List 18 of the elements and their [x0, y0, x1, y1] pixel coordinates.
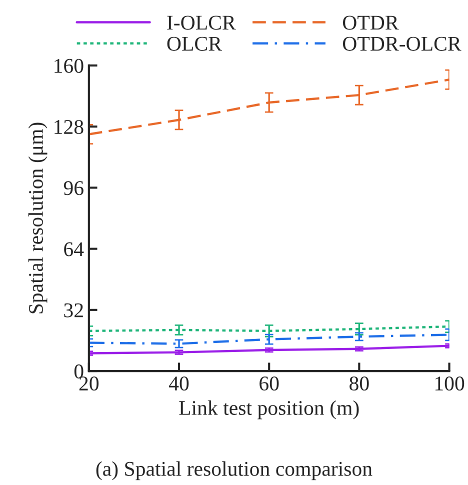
y-tick-label: 96 [64, 181, 84, 196]
y-tick-label: 0 [74, 364, 84, 378]
legend-label: OTDR-OLCR [342, 36, 462, 51]
x-tick-label: 40 [169, 376, 189, 391]
x-tick-label: 100 [435, 376, 464, 391]
y-tick-label: 128 [54, 120, 84, 134]
legend-label: OTDR [342, 16, 399, 30]
x-tick-label: 80 [350, 376, 369, 391]
x-axis-title: Link test position (m) [179, 400, 359, 420]
legend-label: I-OLCR [167, 16, 236, 30]
legend-label: OLCR [167, 36, 222, 51]
y-axis-title: Spatial resolution (μm) [28, 122, 48, 314]
x-tick-label: 60 [260, 376, 279, 391]
y-tick-label: 64 [64, 242, 84, 256]
text: (a) Spatial resolution comparison [96, 461, 372, 480]
x-tick-label: 20 [79, 376, 99, 391]
y-tick-label: 32 [64, 303, 83, 318]
y-tick-label: 160 [54, 58, 84, 73]
